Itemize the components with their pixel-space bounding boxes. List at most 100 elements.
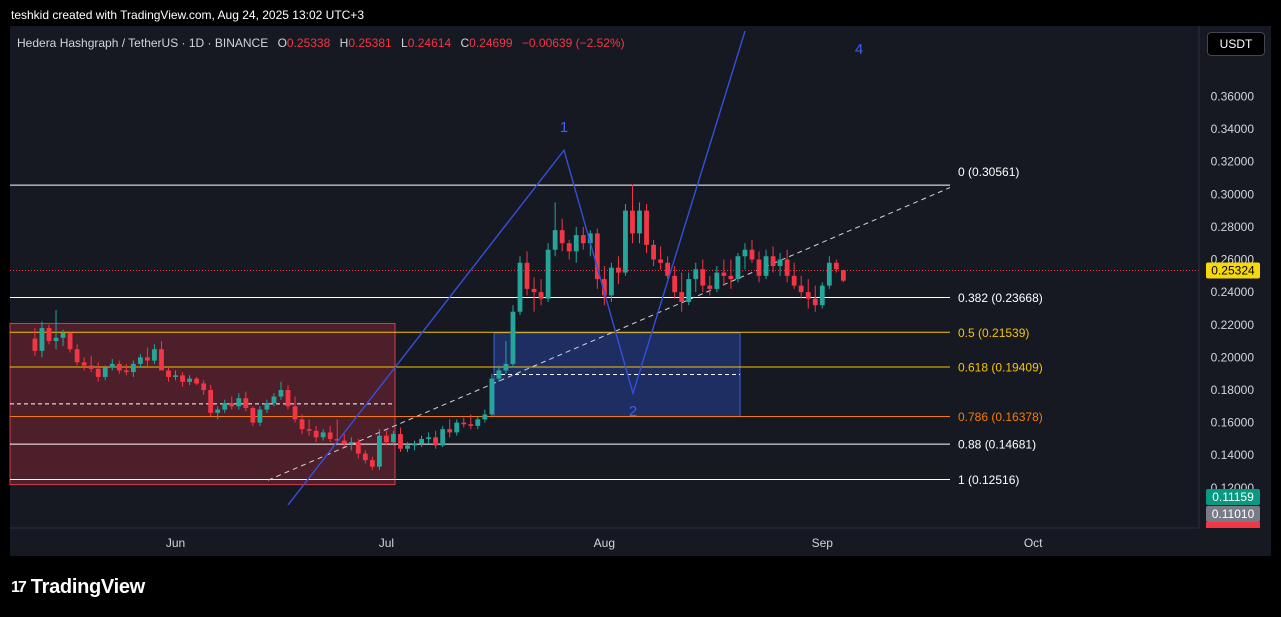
candle-body — [798, 285, 804, 293]
candle-body — [88, 365, 94, 369]
candle-body — [594, 233, 600, 280]
price-axis-tick: 0.34000 — [1211, 122, 1255, 136]
candle-body — [201, 383, 207, 390]
currency-button[interactable]: USDT — [1207, 32, 1265, 56]
candle-body — [81, 362, 87, 366]
candle-body — [482, 414, 488, 420]
candle-body — [271, 396, 277, 404]
price-axis-tick: 0.24000 — [1211, 285, 1255, 299]
candle-body — [545, 249, 551, 299]
candle-body — [805, 292, 811, 299]
price-marker-badge — [1206, 489, 1260, 505]
high-value: 0.25381 — [348, 36, 392, 50]
candle-body — [728, 275, 734, 280]
candle-body — [208, 390, 214, 413]
high-label: H — [339, 36, 349, 50]
candle-body — [187, 378, 192, 382]
candle-body — [531, 288, 537, 293]
candle-body — [159, 349, 164, 371]
brand-name: TradingView — [30, 576, 145, 598]
candle-body — [39, 328, 45, 351]
candle-body — [306, 429, 312, 431]
candle-body — [714, 272, 720, 289]
current-price-badge — [1206, 262, 1260, 279]
candle-body — [257, 409, 263, 423]
candle-body — [693, 269, 699, 280]
open-label: O — [277, 36, 287, 50]
candle-body — [243, 398, 249, 408]
candle-body — [819, 285, 825, 306]
candle-body — [812, 298, 818, 306]
candle-body — [145, 357, 150, 361]
price-marker-badge — [1206, 506, 1260, 522]
candle-body — [67, 332, 73, 350]
candle-body — [180, 375, 185, 382]
close-value: 0.24699 — [469, 36, 513, 50]
candle-body — [299, 419, 305, 430]
candle-body — [313, 430, 319, 438]
candle-body — [285, 390, 291, 407]
tradingview-logo: 17 TradingView — [11, 576, 145, 599]
candle-body — [194, 378, 200, 384]
candle-body — [391, 434, 396, 443]
wave-label: 2 — [629, 403, 637, 420]
candle-body — [278, 390, 284, 397]
candle-body — [566, 243, 572, 252]
low-value: 0.24614 — [407, 36, 452, 50]
candle-body — [777, 259, 783, 267]
candle-body — [623, 210, 628, 273]
candle-body — [412, 443, 417, 446]
candle-body — [721, 272, 727, 276]
candle-body — [426, 437, 432, 439]
candle-body — [137, 357, 143, 364]
price-axis-tick: 0.16000 — [1211, 416, 1255, 430]
candle-body — [644, 210, 649, 245]
candle-body — [749, 249, 755, 260]
candle-body — [665, 262, 671, 276]
fib-label: 0 (0.30561) — [958, 165, 1019, 179]
candle-body — [672, 275, 678, 293]
price-axis-tick: 0.28000 — [1211, 220, 1255, 234]
candle-body — [369, 460, 375, 467]
candle-body — [496, 370, 502, 379]
candle-body — [616, 267, 621, 273]
candle-body — [601, 279, 607, 296]
candle-body — [503, 363, 509, 371]
chart-pane[interactable] — [10, 26, 1271, 556]
candle-body — [348, 442, 354, 444]
candle-body — [173, 375, 178, 377]
candle-body — [166, 370, 171, 377]
price-axis-tick: 0.22000 — [1211, 318, 1255, 332]
candle-body — [419, 438, 424, 444]
candle-body — [510, 311, 516, 364]
price-axis-tick: 0.20000 — [1211, 350, 1255, 364]
candle-body — [573, 235, 579, 252]
candle-body — [32, 338, 38, 351]
candle-body — [341, 440, 347, 444]
candle-body — [735, 256, 741, 280]
candle-body — [215, 409, 221, 413]
candle-body — [840, 270, 846, 281]
candle-body — [362, 453, 368, 461]
wave-line — [287, 30, 746, 506]
price-axis-tick: 0.30000 — [1211, 187, 1255, 201]
candle-body — [355, 442, 361, 454]
candle-body — [433, 437, 439, 446]
price-marker-text: 0.11159 — [1212, 490, 1254, 504]
candle-body — [229, 403, 235, 407]
candle-body — [250, 407, 256, 423]
candle-body — [538, 292, 544, 299]
candle-body — [517, 262, 523, 312]
candle-body — [475, 419, 481, 426]
time-axis-tick: Oct — [1024, 536, 1043, 550]
candle-body — [489, 378, 495, 415]
top-credit-bar: teshkid created with TradingView.com, Au… — [0, 0, 1281, 26]
price-marker-partial — [1206, 522, 1260, 528]
candle-body — [700, 269, 706, 286]
tradingview-mark-icon: 17 — [11, 578, 27, 596]
time-axis-tick: Aug — [594, 536, 615, 550]
candle-body — [742, 249, 748, 257]
price-axis-tick: 0.36000 — [1211, 89, 1255, 103]
fib-label: 0.5 (0.21539) — [958, 326, 1029, 340]
